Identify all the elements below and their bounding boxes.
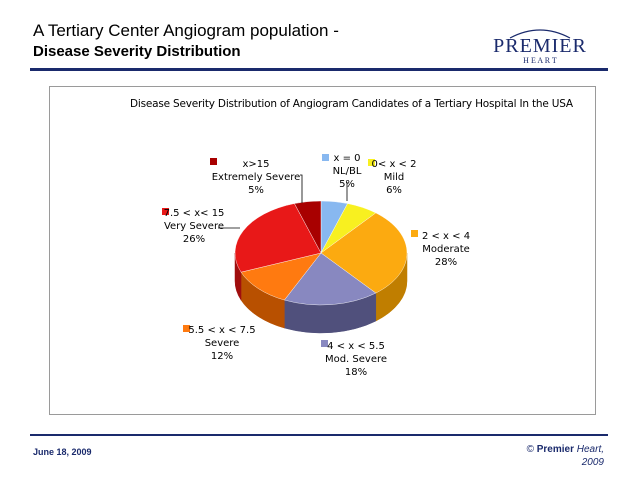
copyright-rest: Heart, bbox=[576, 444, 604, 455]
slice-label-5: 26% bbox=[183, 234, 205, 245]
slice-label-2: 28% bbox=[435, 257, 457, 268]
chart-frame: Disease Severity Distribution of Angiogr… bbox=[49, 86, 596, 415]
slide-title-line1: A Tertiary Center Angiogram population - bbox=[33, 21, 339, 40]
pie-slice-6 bbox=[294, 200, 322, 254]
slice-range-4: 5.5 < x < 7.5 bbox=[188, 325, 255, 336]
slice-name-5: Very Severe bbox=[164, 221, 224, 232]
slice-name-1: Mild bbox=[384, 172, 405, 183]
legend-swatch-0 bbox=[322, 154, 329, 161]
slice-name-4: Severe bbox=[205, 338, 240, 349]
legend-swatch-3 bbox=[321, 340, 328, 347]
slice-name-3: Mod. Severe bbox=[325, 354, 387, 365]
slice-label-6: 5% bbox=[248, 185, 264, 196]
pie-slice-2 bbox=[320, 212, 408, 294]
slice-range-5: 7.5 < x< 15 bbox=[164, 208, 225, 219]
pie-slice-4 bbox=[240, 252, 322, 301]
chart-title: Disease Severity Distribution of Angiogr… bbox=[130, 98, 573, 110]
logo-main-text: PREMIER bbox=[493, 35, 587, 57]
slice-name-2: Moderate bbox=[422, 244, 470, 255]
premier-heart-logo: PREMIER H E A R T bbox=[493, 29, 587, 65]
slice-range-6: x>15 bbox=[242, 159, 269, 170]
slice-range-1: 0< x < 2 bbox=[372, 159, 417, 170]
legend-swatch-1 bbox=[368, 159, 375, 166]
copyright-symbol: © bbox=[526, 444, 534, 455]
slide-title: A Tertiary Center Angiogram population -… bbox=[33, 20, 339, 62]
legend-swatch-6 bbox=[210, 158, 217, 165]
header-rule bbox=[30, 68, 608, 71]
legend-swatch-4 bbox=[183, 325, 190, 332]
leader-line-extreme bbox=[300, 174, 303, 203]
footer-date: June 18, 2009 bbox=[33, 447, 92, 457]
legend-swatch-2 bbox=[411, 230, 418, 237]
slice-range-3: 4 < x < 5.5 bbox=[327, 341, 385, 352]
pie-slice-3 bbox=[284, 252, 377, 306]
slice-range-0: x = 0 bbox=[333, 153, 360, 164]
footer-copyright: © Premier Heart, 2009 bbox=[527, 443, 604, 469]
footer-rule bbox=[30, 434, 608, 436]
slice-name-0: NL/BL bbox=[333, 166, 362, 177]
pie-slice-5 bbox=[234, 203, 322, 273]
copyright-brand: Premier bbox=[536, 444, 574, 455]
logo-sub-text: H E A R T bbox=[523, 56, 557, 65]
slice-range-2: 2 < x < 4 bbox=[422, 231, 470, 242]
pie-chart: x = 0 NL/BL 5% 0< x < 2 Mild 6% 2 < x < 4 Moder… bbox=[162, 153, 470, 378]
slide-title-line2: Disease Severity Distribution bbox=[33, 43, 241, 60]
copyright-year: 2009 bbox=[581, 457, 604, 468]
slice-label-1: 6% bbox=[386, 185, 402, 196]
logo-arc bbox=[509, 29, 571, 39]
slice-label-4: 12% bbox=[211, 351, 233, 362]
slice-name-6: Extremely Severe bbox=[212, 172, 301, 183]
legend-swatch-5 bbox=[162, 208, 169, 215]
slice-label-3: 18% bbox=[345, 367, 367, 378]
